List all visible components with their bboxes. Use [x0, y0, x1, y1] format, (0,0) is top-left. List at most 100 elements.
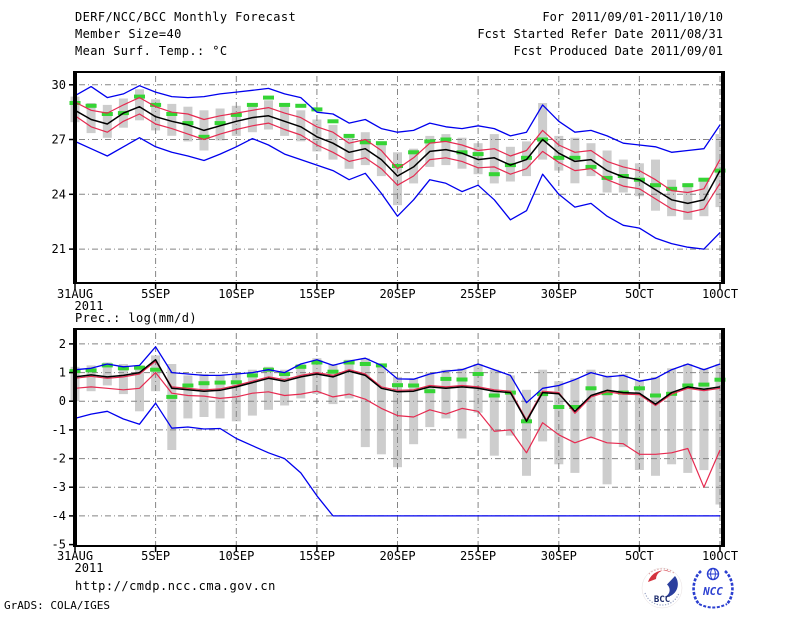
- obs-dash: [424, 139, 436, 144]
- spread-bar: [167, 103, 177, 136]
- obs-dash: [698, 177, 710, 182]
- obs-dash: [698, 382, 710, 387]
- surface-temp-chart: 30 27 24 21 31AUG 5SEP 10SEP 15SEP 20SEP 25SEP 30S…: [52, 71, 738, 313]
- precip-ensemble-mean-line: [74, 358, 721, 423]
- obs-dash: [101, 112, 113, 116]
- spread-bar: [618, 374, 628, 448]
- precip-ensemble-min-line: [74, 402, 720, 517]
- spread-bar: [102, 362, 112, 386]
- spread-bar: [441, 369, 451, 419]
- precip-ensemble-max-line: [74, 346, 721, 404]
- obs-dash: [488, 393, 500, 398]
- obs-dash: [230, 380, 242, 385]
- ncc-logo-label: NCC: [702, 585, 723, 598]
- obs-dash: [472, 372, 484, 376]
- spread-bar: [264, 100, 273, 130]
- obs-dash: [666, 186, 678, 191]
- x-tick-label: 30SEP: [541, 549, 577, 563]
- obs-dash: [553, 155, 565, 160]
- obs-dash: [182, 121, 194, 126]
- y-tick-label: 27: [52, 133, 66, 147]
- spread-bar: [699, 179, 709, 217]
- bcc-logo-label: BCC: [654, 595, 670, 605]
- obs-dash: [311, 360, 323, 365]
- x-tick-label: 5OCT: [625, 287, 654, 301]
- spread-bar: [376, 364, 386, 455]
- spread-bar: [135, 89, 144, 121]
- spread-bar: [570, 137, 580, 184]
- ncc-logo-left-branch: [692, 570, 702, 605]
- spread-bar: [602, 375, 612, 485]
- obs-dash: [585, 164, 597, 169]
- spread-bar: [699, 368, 709, 471]
- forecast-range-label: For 2011/09/01-2011/10/10: [542, 10, 723, 24]
- x-tick-label: 10OCT: [702, 287, 738, 301]
- x-tick-label: 5SEP: [141, 287, 170, 301]
- obs-dash: [198, 381, 210, 386]
- obs-dash: [440, 376, 452, 381]
- obs-dash: [117, 366, 129, 371]
- x-tick-label: 5SEP: [141, 549, 170, 563]
- spread-bar: [86, 365, 96, 392]
- refer-date-label: Fcst Started Refer Date 2011/08/31: [477, 27, 723, 41]
- x-tick-label: 5OCT: [625, 549, 654, 563]
- obs-dash: [521, 155, 532, 160]
- surface-temp-ensemble-mean-line: [74, 105, 721, 205]
- x-tick-label: 25SEP: [460, 549, 496, 563]
- obs-dash: [714, 377, 726, 382]
- obs-dash: [263, 95, 274, 100]
- spread-bar: [683, 183, 693, 220]
- precip-chart-title: Prec.: log(mm/d): [75, 311, 197, 325]
- spread-bar: [489, 134, 499, 184]
- y-tick-label: -4: [52, 509, 66, 523]
- obs-dash: [601, 391, 613, 396]
- spread-bar: [457, 368, 467, 439]
- ncc-logo: NCC: [692, 567, 734, 609]
- ncc-logo-globe-meridian: [710, 568, 716, 580]
- obs-dash: [440, 137, 452, 142]
- source-url: http://cmdp.ncc.cma.gov.cn: [75, 579, 276, 593]
- spread-bar: [328, 364, 338, 405]
- obs-dash: [214, 121, 226, 126]
- spread-bar: [296, 364, 306, 399]
- obs-dash: [682, 183, 694, 188]
- y-tick-label: 30: [52, 78, 66, 92]
- y-tick-label: 24: [52, 187, 66, 201]
- obs-dash: [359, 140, 371, 145]
- spread-bar: [570, 378, 580, 473]
- spread-bar: [264, 366, 273, 410]
- obs-dash: [279, 372, 291, 376]
- member-size-label: Member Size=40: [75, 27, 182, 41]
- x-tick-label: 25SEP: [460, 287, 496, 301]
- spread-bar: [667, 368, 677, 465]
- x-tick-label: 10SEP: [218, 287, 254, 301]
- obs-dash: [424, 389, 436, 394]
- x-tick-label: 20SEP: [379, 549, 415, 563]
- obs-dash: [150, 367, 162, 372]
- spread-bar: [489, 369, 499, 456]
- obs-dash: [650, 393, 661, 398]
- obs-dash: [456, 377, 468, 382]
- x-tick-label: 31AUG: [57, 549, 93, 563]
- obs-dash: [101, 363, 113, 368]
- obs-dash: [150, 102, 162, 107]
- obs-dash: [134, 365, 145, 370]
- spread-bar: [280, 369, 290, 406]
- obs-dash: [456, 150, 468, 155]
- surface-temp-ensemble-max-line: [74, 85, 721, 153]
- bcc-logo-red-swirl: [648, 570, 671, 582]
- obs-dash: [166, 112, 178, 116]
- y-tick-label: 21: [52, 242, 66, 256]
- surface-temp-upper-quartile-line: [74, 96, 721, 194]
- spread-bar: [118, 364, 128, 395]
- obs-dash: [343, 133, 355, 138]
- obs-dash: [392, 164, 403, 168]
- obs-dash: [198, 134, 210, 139]
- produced-date-label: Fcst Produced Date 2011/09/01: [513, 44, 723, 58]
- spread-bar: [360, 358, 370, 448]
- spread-bar: [393, 152, 402, 206]
- obs-dash: [295, 103, 307, 108]
- obs-dash: [134, 94, 145, 99]
- spread-bar: [393, 376, 402, 468]
